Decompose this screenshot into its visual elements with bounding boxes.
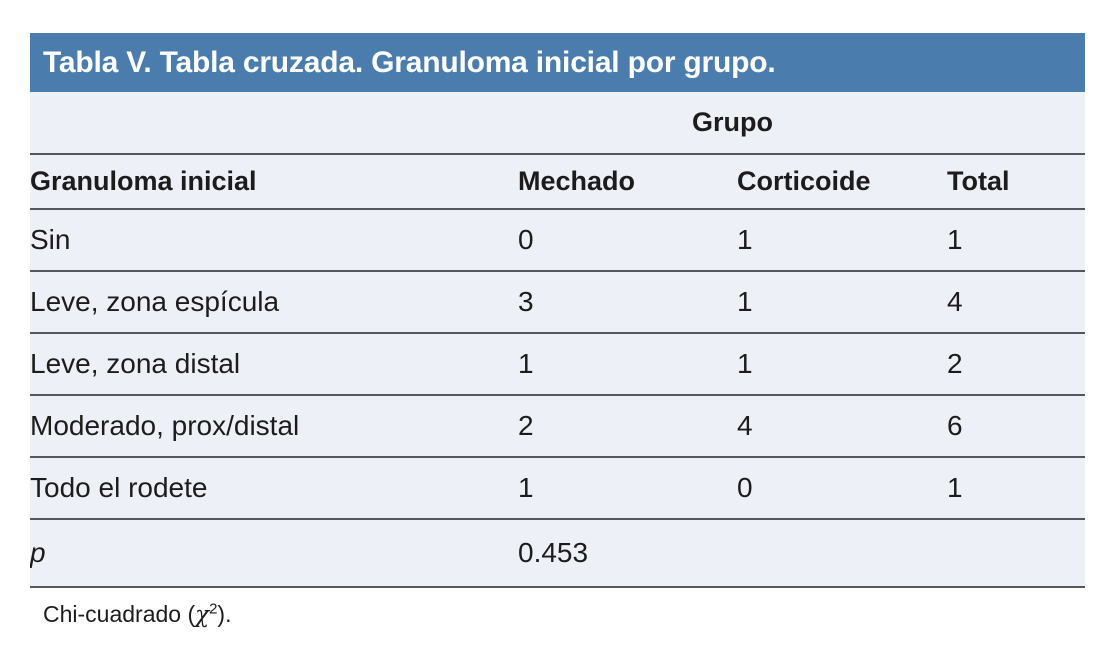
cell-corticoide: 1 — [737, 333, 947, 396]
p-label: p — [30, 519, 518, 588]
row-label: Leve, zona espícula — [30, 271, 518, 334]
row-label: Moderado, prox/distal — [30, 395, 518, 458]
cell-total: 6 — [947, 395, 1085, 458]
table-row: Leve, zona espícula 3 1 4 — [30, 271, 1085, 334]
table-row: Moderado, prox/distal 2 4 6 — [30, 395, 1085, 458]
column-header-corticoide: Corticoide — [737, 154, 947, 210]
table-row: Leve, zona distal 1 1 2 — [30, 333, 1085, 396]
group-header-row: Grupo — [30, 92, 1085, 155]
column-header-granuloma-inicial: Granuloma inicial — [30, 154, 518, 210]
cell-mechado: 2 — [518, 395, 737, 458]
cell-total: 4 — [947, 271, 1085, 334]
cell-corticoide: 1 — [737, 271, 947, 334]
chi-exponent: 2 — [209, 600, 218, 618]
empty-cell — [737, 519, 947, 588]
footnote: Chi-cuadrado (χ2). — [30, 601, 1085, 628]
statistics-table: Tabla V. Tabla cruzada. Granuloma inicia… — [30, 33, 1085, 628]
column-header-total: Total — [947, 154, 1085, 210]
column-header-row: Granuloma inicial Mechado Corticoide Tot… — [30, 154, 1085, 210]
table-row: Sin 0 1 1 — [30, 209, 1085, 272]
table-title: Tabla V. Tabla cruzada. Granuloma inicia… — [30, 33, 1085, 92]
footnote-text: Chi-cuadrado ( — [43, 601, 196, 627]
chi-symbol: χ — [195, 602, 210, 628]
empty-cell — [947, 92, 1085, 155]
cell-total: 1 — [947, 209, 1085, 272]
footnote-closing: ). — [217, 601, 232, 627]
p-value: 0.453 — [518, 519, 737, 588]
cell-total: 2 — [947, 333, 1085, 396]
empty-cell — [947, 519, 1085, 588]
cell-mechado: 0 — [518, 209, 737, 272]
cell-mechado: 3 — [518, 271, 737, 334]
column-header-mechado: Mechado — [518, 154, 737, 210]
cross-table: Grupo Granuloma inicial Mechado Corticoi… — [30, 92, 1085, 588]
row-label: Leve, zona distal — [30, 333, 518, 396]
cell-corticoide: 0 — [737, 457, 947, 520]
empty-cell — [30, 92, 518, 155]
cell-corticoide: 4 — [737, 395, 947, 458]
row-label: Sin — [30, 209, 518, 272]
table-row: Todo el rodete 1 0 1 — [30, 457, 1085, 520]
group-header: Grupo — [518, 92, 947, 155]
cell-corticoide: 1 — [737, 209, 947, 272]
cell-mechado: 1 — [518, 457, 737, 520]
cell-mechado: 1 — [518, 333, 737, 396]
p-value-row: p 0.453 — [30, 519, 1085, 588]
cell-total: 1 — [947, 457, 1085, 520]
row-label: Todo el rodete — [30, 457, 518, 520]
